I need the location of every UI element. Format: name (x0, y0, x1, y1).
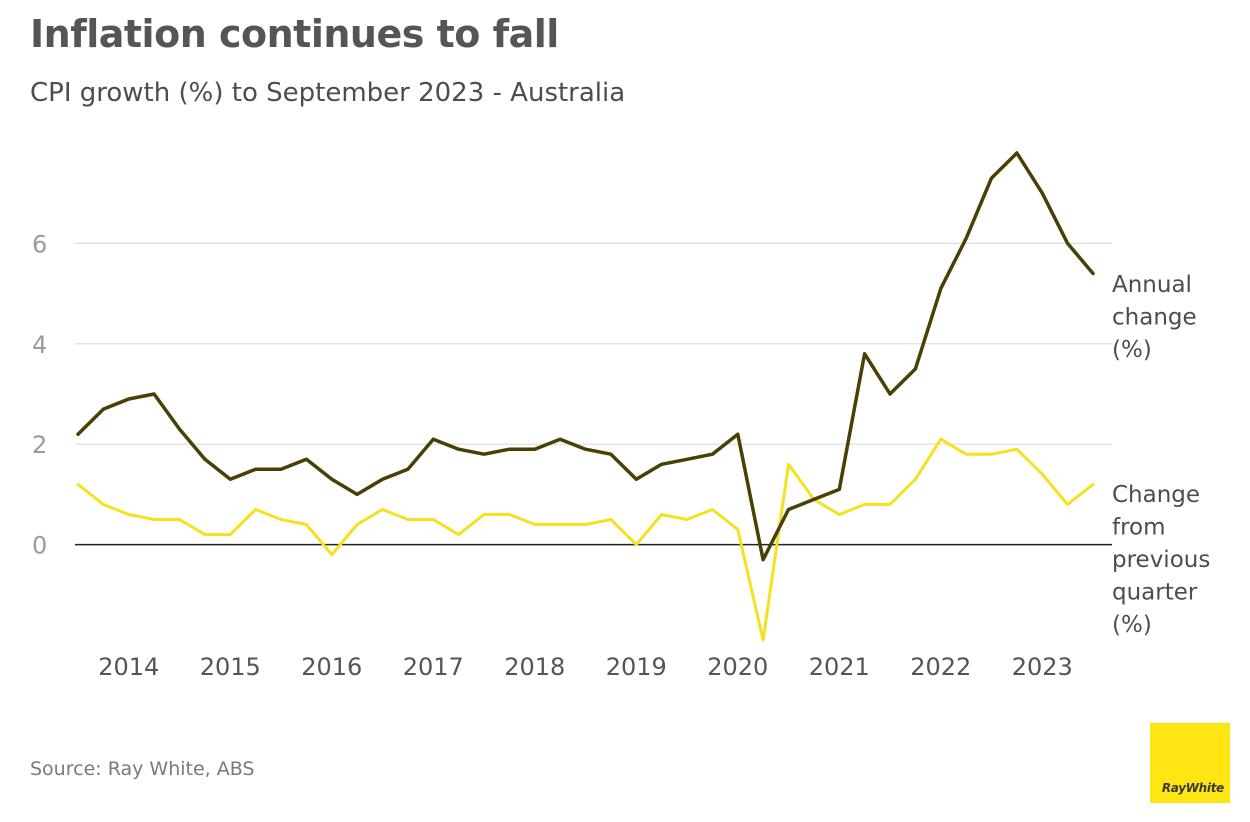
gridlines (75, 242, 1112, 546)
logo-text: RayWhite (1161, 781, 1224, 795)
x-tick-label: 2020 (707, 653, 768, 681)
x-axis-ticks: 2014 2015 2016 2017 2018 2019 2020 2021 2022 2023 (98, 653, 1073, 681)
series-labels: Annual change (%) Change from previous quarter… (1112, 272, 1210, 638)
chart-subtitle: CPI growth (%) to September 2023 - Austr… (30, 78, 626, 108)
source-note: Source: Ray White, ABS (30, 758, 255, 780)
x-tick-label: 2015 (200, 653, 261, 681)
x-tick-label: 2021 (809, 653, 870, 681)
quarterly-series-label: previous (1112, 547, 1210, 573)
y-tick-label: 2 (32, 431, 47, 459)
y-tick-label: 4 (32, 331, 47, 359)
y-tick-label: 6 (32, 230, 47, 258)
quarterly-series-label: (%) (1112, 612, 1152, 638)
x-tick-label: 2023 (1012, 653, 1073, 681)
y-tick-label: 0 (32, 532, 47, 560)
annual-series-label: change (1112, 305, 1197, 331)
x-tick-label: 2019 (606, 653, 667, 681)
annual-series-label: (%) (1112, 337, 1152, 363)
x-tick-label: 2014 (98, 653, 159, 681)
x-tick-label: 2017 (403, 653, 464, 681)
ray-white-logo: RayWhite (1150, 723, 1230, 803)
x-tick-label: 2018 (504, 653, 565, 681)
quarterly-series-label: from (1112, 515, 1166, 541)
quarterly-series-label: Change (1112, 482, 1200, 508)
y-axis-ticks: 0 2 4 6 (32, 230, 47, 559)
chart-title: Inflation continues to fall (30, 12, 559, 56)
series-lines (76, 151, 1095, 642)
x-tick-label: 2022 (910, 653, 971, 681)
annual-change-line (76, 151, 1095, 562)
x-tick-label: 2016 (301, 653, 362, 681)
quarterly-change-line (76, 437, 1095, 642)
annual-series-label: Annual (1112, 272, 1192, 298)
quarterly-series-label: quarter (1112, 580, 1198, 606)
